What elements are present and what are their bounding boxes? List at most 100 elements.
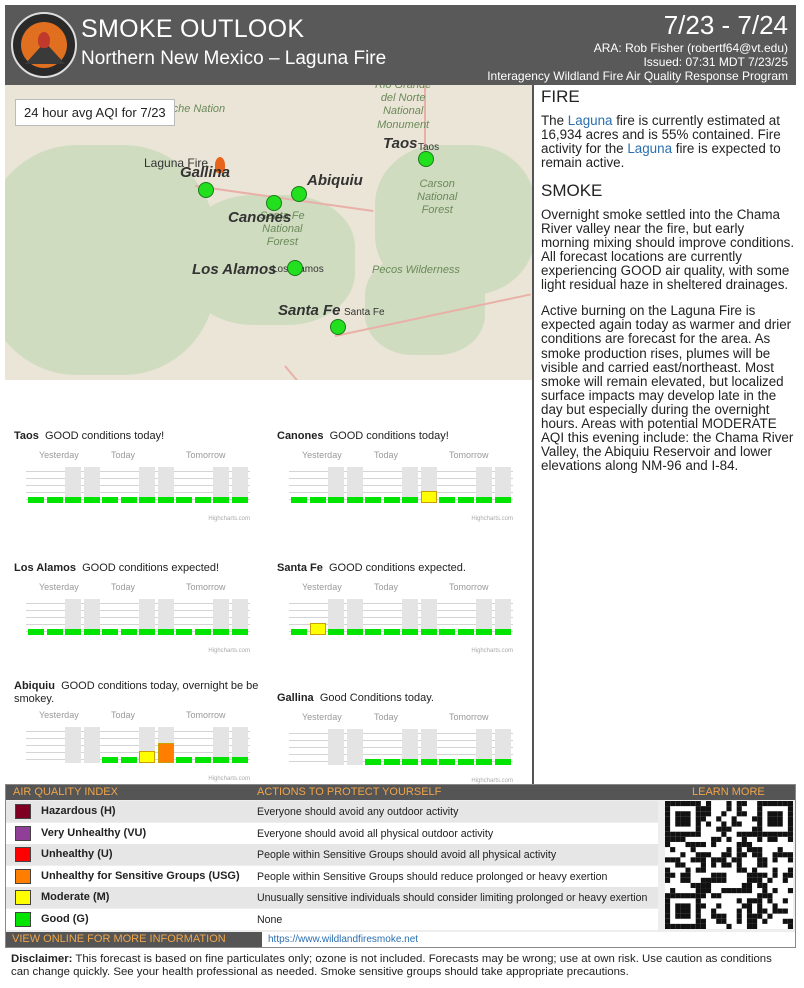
aqi-action-text: People within Sensitive Groups should re… — [257, 870, 608, 883]
aqi-row: Unhealthy (U) People within Sensitive Gr… — [6, 844, 658, 865]
label-yesterday: Yesterday — [39, 710, 79, 720]
chart-credit: Highcharts.com — [208, 648, 250, 654]
fire-icon — [215, 157, 225, 173]
aqi-bar — [139, 629, 155, 635]
aqi-bar — [157, 629, 174, 635]
aqi-row: Hazardous (H) Everyone should avoid any … — [6, 801, 658, 822]
program-logo — [11, 12, 77, 78]
aqi-bar — [213, 497, 229, 503]
aqi-row: Moderate (M) Unusually sensitive individ… — [6, 887, 658, 908]
label-yesterday: Yesterday — [302, 450, 342, 460]
aqi-bar — [194, 497, 211, 503]
aqi-bar — [231, 497, 248, 503]
aqi-bar — [383, 759, 400, 765]
aqi-action-text: None — [257, 913, 283, 926]
aqi-level-label: Very Unhealthy (VU) — [41, 826, 147, 839]
aqi-bar — [346, 629, 363, 635]
aqi-marker-canones[interactable] — [266, 195, 282, 211]
label-tomorrow: Tomorrow — [186, 582, 226, 592]
ara-contact: ARA: Rob Fisher (robertf64@vt.edu) — [593, 41, 788, 55]
aqi-bar — [46, 629, 63, 635]
label-yesterday: Yesterday — [39, 582, 79, 592]
aqi-bar — [157, 743, 174, 763]
map-label-taos: Taos — [383, 135, 418, 152]
label-yesterday: Yesterday — [39, 450, 79, 460]
aqi-bar — [194, 757, 211, 763]
aqi-row: Unhealthy for Sensitive Groups (USG) Peo… — [6, 865, 658, 887]
issued-time: Issued: 07:31 MDT 7/23/25 — [643, 55, 788, 69]
forecast-panel-canones: Canones GOOD conditions today! Yesterday… — [277, 430, 527, 530]
aqi-bar — [476, 497, 492, 503]
aqi-bar — [231, 629, 248, 635]
label-yesterday: Yesterday — [302, 582, 342, 592]
aqi-bar — [457, 497, 474, 503]
panel-title: Taos GOOD conditions today! — [14, 430, 165, 442]
aqi-bar-chart[interactable] — [26, 467, 250, 503]
smoke-heading: SMOKE — [541, 181, 603, 201]
aqi-bar-chart[interactable] — [289, 599, 513, 635]
forecast-panel-taos: Taos GOOD conditions today! Yesterday To… — [14, 430, 264, 530]
aqi-bar-chart[interactable] — [289, 467, 513, 503]
aqi-table-header: AIR QUALITY INDEX ACTIONS TO PROTECT YOU… — [6, 785, 795, 800]
label-today: Today — [111, 710, 136, 720]
fire-link[interactable]: Laguna — [567, 112, 613, 128]
aqi-bar — [309, 623, 326, 635]
aqi-action-text: Unusually sensitive individuals should c… — [257, 892, 648, 904]
aqi-map[interactable]: Apache Nation Rio Grande del Norte Natio… — [5, 85, 533, 380]
fire-heading: FIRE — [541, 87, 580, 106]
panel-title: Abiquiu GOOD conditions today, overnight… — [14, 680, 259, 706]
map-label-santa-fe-nf: Santa Fe National Forest — [260, 210, 305, 249]
aqi-marker-abiquiu[interactable] — [291, 186, 307, 202]
aqi-bar — [402, 759, 418, 765]
aqi-col-header: AIR QUALITY INDEX — [13, 786, 118, 798]
fire-label: Laguna Fire — [144, 156, 209, 170]
aqi-bar — [383, 497, 400, 503]
aqi-bar — [213, 629, 229, 635]
qr-code[interactable] — [665, 801, 793, 929]
aqi-color-swatch — [15, 825, 31, 841]
map-town-santa-fe: Santa Fe — [344, 307, 385, 318]
aqi-bar — [365, 629, 381, 635]
program-name: Interagency Wildland Fire Air Quality Re… — [487, 69, 788, 83]
aqi-bar — [494, 759, 511, 765]
aqi-bar — [120, 629, 137, 635]
aqi-bar — [157, 497, 174, 503]
forecast-panel-gallina: Gallina Good Conditions today. Yesterday… — [277, 692, 527, 792]
aqi-color-swatch — [15, 804, 31, 819]
chart-credit: Highcharts.com — [471, 516, 513, 522]
aqi-bar — [194, 629, 211, 635]
aqi-bar — [457, 629, 474, 635]
chart-credit: Highcharts.com — [208, 516, 250, 522]
aqi-marker-los-alamos[interactable] — [287, 260, 303, 276]
website-link[interactable]: https://www.wildlandfiresmoke.net — [262, 932, 795, 947]
aqi-bar-chart[interactable] — [26, 727, 250, 763]
aqi-bar-chart[interactable] — [26, 599, 250, 635]
aqi-marker-taos[interactable] — [418, 151, 434, 167]
aqi-action-text: People within Sensitive Groups should av… — [257, 849, 557, 861]
aqi-bar — [439, 629, 455, 635]
aqi-action-text: Everyone should avoid all physical outdo… — [257, 827, 494, 840]
aqi-bar — [494, 629, 511, 635]
map-label-canones: Canones — [228, 209, 292, 226]
aqi-bar — [83, 497, 100, 503]
aqi-marker-santa-fe[interactable] — [330, 319, 346, 335]
label-tomorrow: Tomorrow — [449, 450, 489, 460]
forecast-text: FIRE The Laguna fire is currently estima… — [541, 88, 796, 485]
aqi-level-label: Hazardous (H) — [41, 805, 116, 817]
aqi-bar — [213, 757, 229, 763]
aqi-action-text: Everyone should avoid any outdoor activi… — [257, 806, 459, 818]
chart-credit: Highcharts.com — [208, 776, 250, 782]
aqi-bar — [65, 629, 81, 635]
label-today: Today — [111, 582, 136, 592]
fire-link[interactable]: Laguna — [627, 140, 673, 156]
aqi-footer: VIEW ONLINE FOR MORE INFORMATION https:/… — [6, 932, 795, 947]
aqi-marker-gallina[interactable] — [198, 182, 214, 198]
aqi-bar — [120, 497, 137, 503]
aqi-bar-chart[interactable] — [289, 729, 513, 765]
fire-text: The Laguna fire is currently estimated a… — [541, 112, 781, 171]
page-subtitle: Northern New Mexico – Laguna Fire — [81, 48, 387, 69]
aqi-bar — [120, 757, 137, 763]
panel-title: Los Alamos GOOD conditions expected! — [14, 562, 220, 574]
aqi-color-swatch — [15, 911, 31, 927]
panel-title: Gallina Good Conditions today. — [277, 692, 434, 704]
